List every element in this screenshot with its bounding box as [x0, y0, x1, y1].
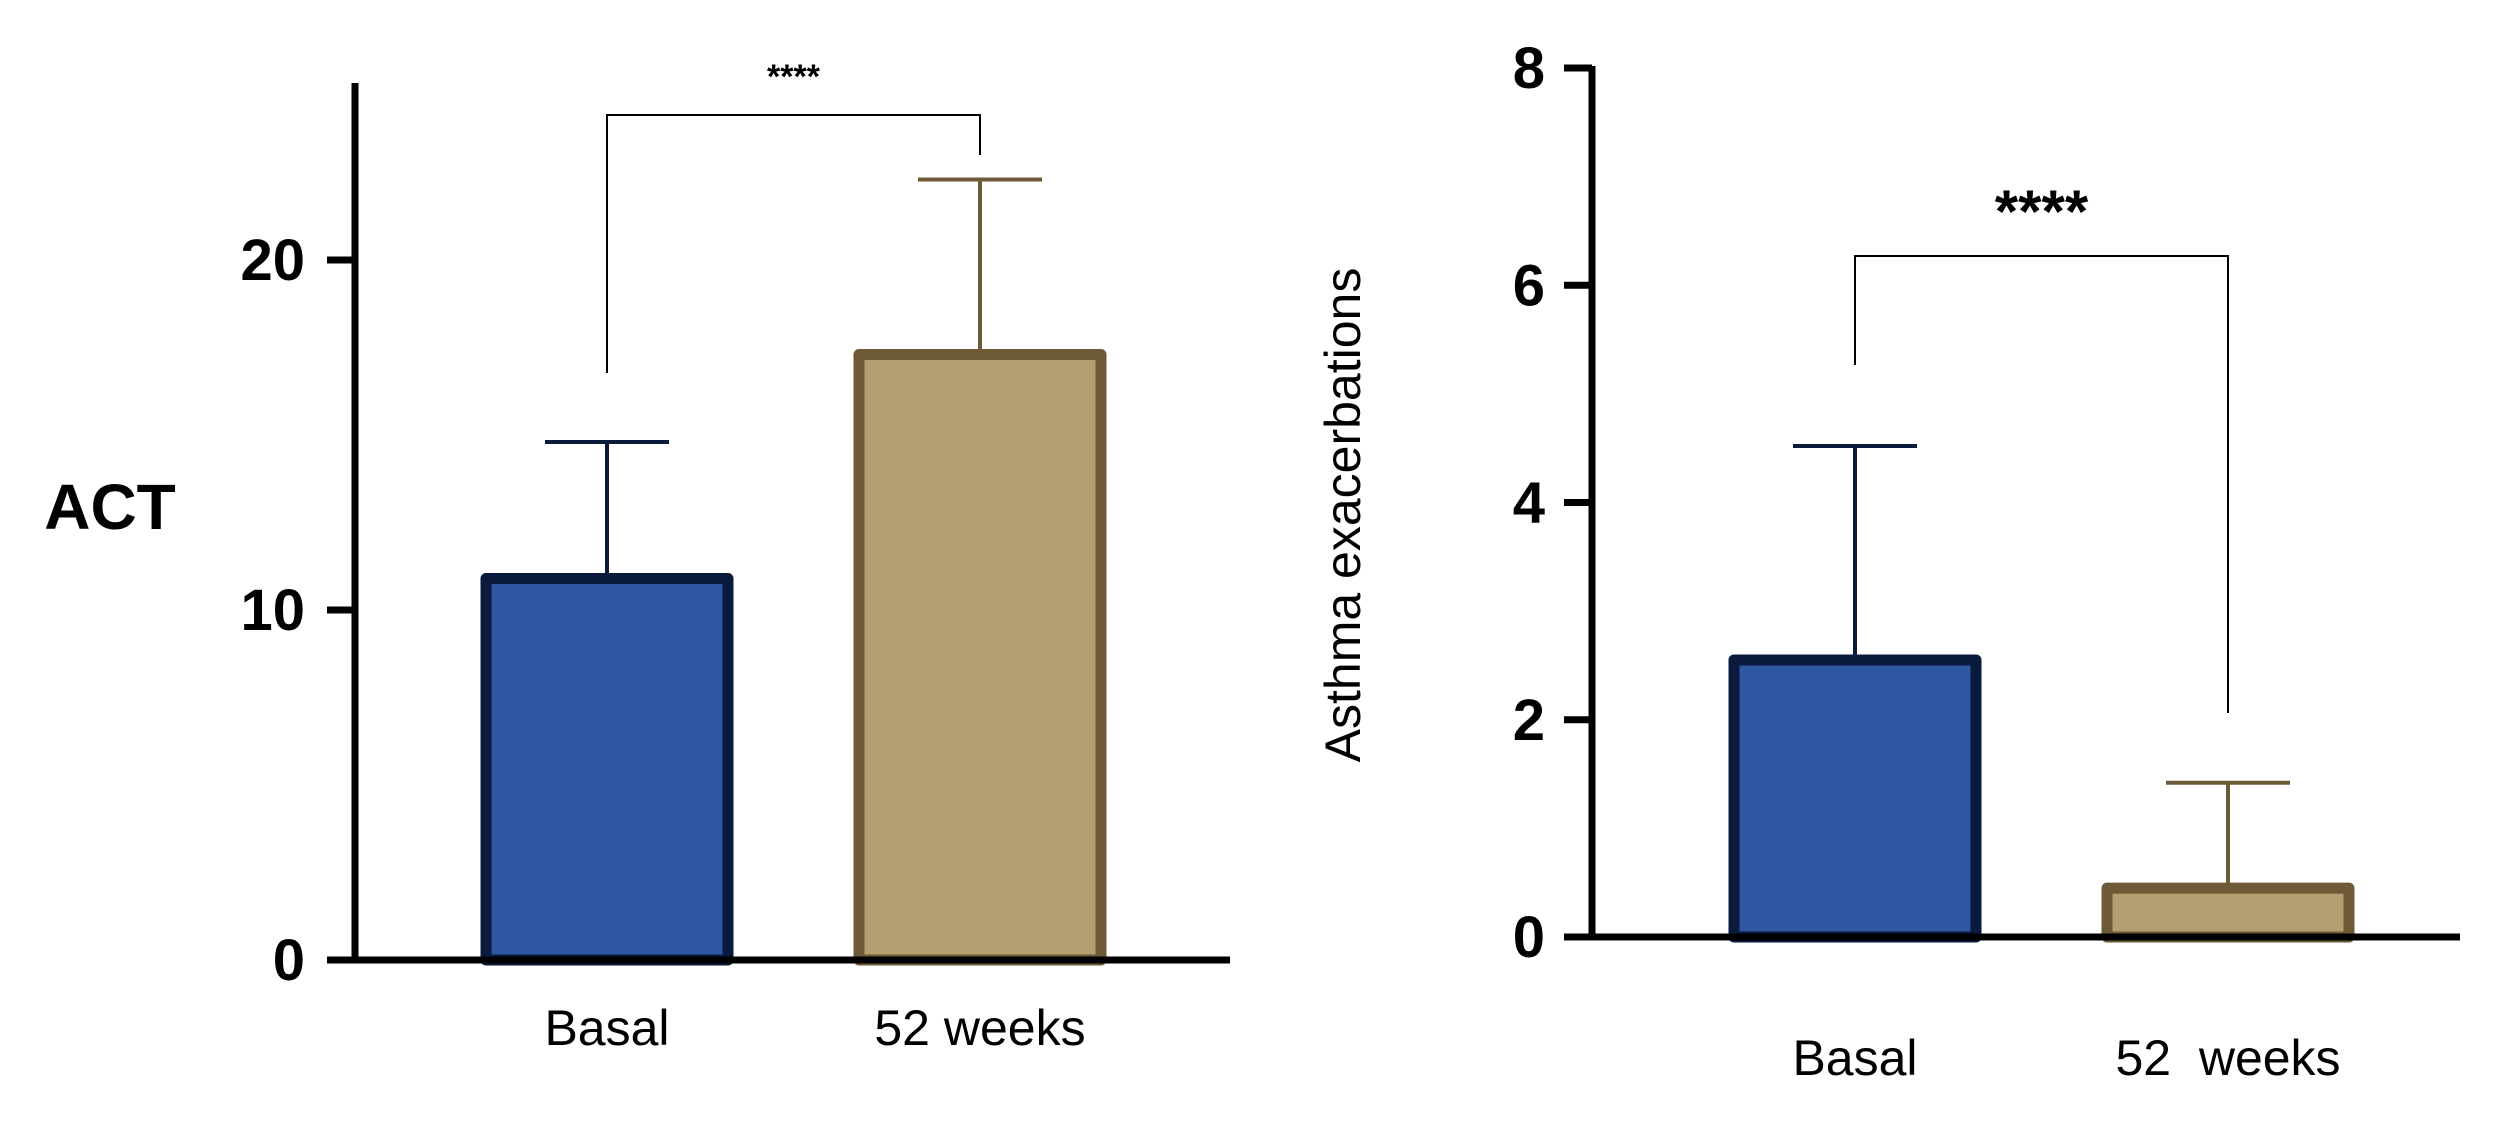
- category-label: Basal: [544, 1000, 669, 1056]
- significance-stars: ****: [1995, 178, 2089, 245]
- category-label: 52 weeks: [2115, 1030, 2340, 1086]
- significance-stars: ****: [767, 58, 821, 96]
- y-tick-label: 0: [1513, 905, 1545, 970]
- y-tick-label: 2: [1513, 688, 1545, 753]
- act-category-labels: Basal 52 weeks: [544, 1000, 1085, 1056]
- y-tick-label: 4: [1513, 471, 1545, 536]
- exacerbations-chart: 0 2 4 6 8 Basal 52 weeks **** Asthma exacerba…: [1315, 36, 2460, 1086]
- significance-bracket-line: [1854, 255, 2229, 713]
- act-axes: [351, 83, 1230, 964]
- bar-basal: [1728, 654, 1982, 943]
- act-bars: [480, 349, 1107, 966]
- exacerbations-y-axis-label: Asthma exacerbations: [1315, 268, 1371, 763]
- significance-bracket-line: [606, 114, 981, 373]
- category-label: 52 weeks: [874, 1000, 1085, 1056]
- y-tick-label: 8: [1513, 36, 1545, 101]
- act-y-ticks: 0 10 20: [240, 228, 355, 993]
- bar-52-weeks: [853, 349, 1107, 966]
- exacerbations-significance-bracket: ****: [1854, 178, 2229, 713]
- act-y-axis-label: ACT: [44, 471, 176, 543]
- act-chart: 0 10 20 Basal 52 weeks **** ACT: [44, 58, 1230, 1056]
- exacerbations-bars: [1728, 654, 2355, 943]
- exacerbations-y-ticks: 0 2 4 6 8: [1513, 36, 1592, 970]
- y-tick-label: 0: [273, 928, 305, 993]
- act-significance-bracket: ****: [606, 58, 981, 373]
- y-tick-label: 10: [240, 578, 305, 643]
- y-tick-label: 20: [240, 228, 305, 293]
- bar-52-weeks: [2101, 882, 2355, 943]
- exacerbations-category-labels: Basal 52 weeks: [1792, 1030, 2340, 1086]
- y-tick-label: 6: [1513, 253, 1545, 318]
- act-error-bars: [545, 177, 1042, 579]
- category-label: Basal: [1792, 1030, 1917, 1086]
- bar-basal: [480, 573, 734, 966]
- exacerbations-error-bars: [1793, 444, 2290, 889]
